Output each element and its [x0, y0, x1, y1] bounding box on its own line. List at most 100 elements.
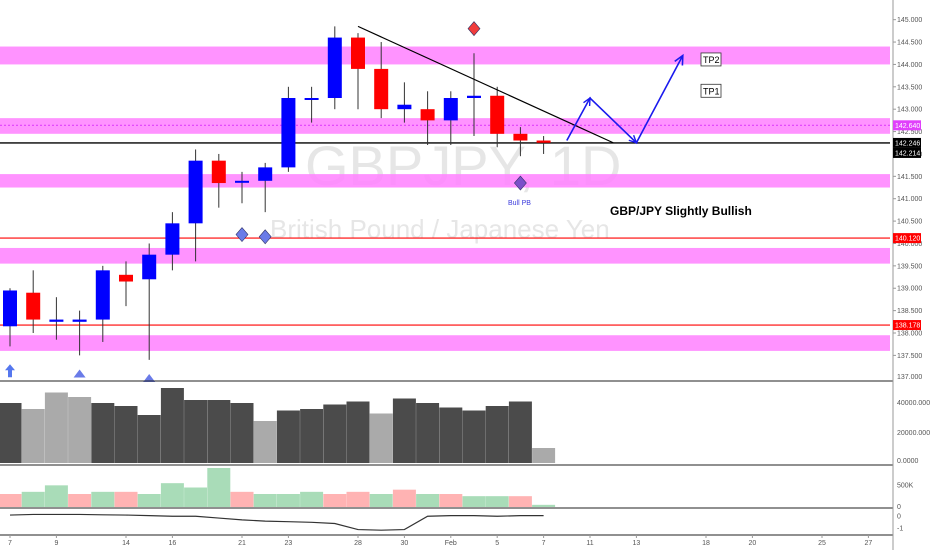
- histogram-bar-15: [346, 491, 370, 507]
- volume-bar-5: [114, 406, 138, 463]
- diamond-marker-0: [467, 21, 481, 37]
- volume-bar-6: [137, 415, 161, 463]
- price-tick-partial-0: 137.000: [897, 374, 922, 381]
- volume-bar-1: [21, 409, 45, 463]
- projection-group: [566, 53, 684, 145]
- candle-bodies: [3, 37, 551, 327]
- target-label-1: TP1: [703, 86, 720, 96]
- volume-bar-17: [392, 398, 416, 463]
- time-label-11: 11: [586, 540, 593, 547]
- histogram-bar-8: [184, 487, 208, 507]
- candle-body-11: [258, 167, 273, 181]
- time-label-16: 27: [865, 540, 873, 547]
- oscillator-tick-1: -1: [897, 525, 903, 532]
- price-tick-label-8: 141.500: [897, 174, 922, 181]
- histogram-bar-16: [369, 494, 393, 507]
- histogram-bar-6: [137, 494, 161, 507]
- candle-body-3: [72, 319, 87, 322]
- time-label-13: 18: [702, 540, 710, 547]
- pane-separators: [0, 0, 894, 550]
- trendline: [357, 25, 614, 144]
- price-tag-label-3: 140.120: [895, 236, 920, 243]
- histogram-bar-20: [462, 496, 486, 507]
- price-tick-label-4: 139.500: [897, 263, 922, 270]
- volume-tick-1: 20000.000: [897, 430, 930, 437]
- volume-bar-22: [508, 401, 532, 463]
- volume-bar-19: [439, 407, 463, 463]
- time-label-15: 25: [818, 540, 826, 547]
- projection-vertex-arrow-1: [583, 96, 591, 107]
- volume-tick-2: 0.0000: [897, 458, 919, 465]
- time-label-0: 7: [8, 540, 12, 547]
- projection-arrowhead: [674, 53, 684, 66]
- volume-bar-23: [532, 448, 556, 463]
- price-tick-label-14: 144.500: [897, 40, 922, 47]
- time-label-12: 13: [633, 540, 641, 547]
- candle-body-8: [188, 160, 203, 224]
- volume-bar-11: [253, 421, 277, 463]
- volume-bar-4: [91, 403, 115, 463]
- price-tag-label-4: 138.178: [895, 323, 920, 330]
- price-tag-label-0: 142.640: [895, 123, 920, 130]
- watermark: GBPJPY, 1D British Pound / Japanese Yen: [270, 134, 621, 244]
- zone-band-3: [0, 247, 890, 264]
- histogram-bar-19: [439, 494, 463, 507]
- candle-body-12: [281, 98, 296, 168]
- price-tag-bg-2: [893, 147, 921, 158]
- histogram-bar-10: [230, 491, 254, 507]
- price-tick-label-13: 144.000: [897, 62, 922, 69]
- target-label-0: TP2: [703, 55, 720, 65]
- histogram-bar-11: [253, 494, 277, 507]
- time-label-3: 16: [169, 540, 177, 547]
- candle-body-20: [467, 95, 481, 98]
- histogram-bar-7: [160, 483, 184, 507]
- time-label-6: 28: [354, 540, 362, 547]
- histogram-bar-13: [300, 491, 324, 507]
- oscillator-line: [9, 513, 544, 531]
- time-axis: 7 9 14 16 21 23 28 30 Feb 5 7 11 13 18 20 25 27: [8, 535, 872, 547]
- price-tag-bg-0: [893, 120, 921, 131]
- diamond-marker-2: [235, 227, 249, 242]
- volume-bar-2: [44, 392, 68, 463]
- histogram-bar-1: [21, 491, 45, 507]
- volume-bar-10: [230, 403, 254, 463]
- price-tick-label-11: 143.000: [897, 107, 922, 114]
- volume-bar-9: [207, 400, 231, 463]
- candle-body-6: [142, 254, 157, 280]
- target-box-1: [700, 83, 722, 98]
- price-tag-bg-4: [893, 320, 921, 331]
- triangle-marker-5: [73, 369, 86, 378]
- volume-bar-14: [323, 404, 347, 463]
- candle-body-7: [165, 223, 180, 255]
- price-tick-label-3: 139.000: [897, 286, 922, 293]
- price-axis: 137.500 138.000 138.500 139.000 139.500 140.0…: [893, 17, 922, 381]
- time-label-2: 14: [122, 540, 130, 547]
- watermark-description: British Pound / Japanese Yen: [270, 214, 610, 244]
- histogram-bar-2: [44, 485, 68, 507]
- histogram-bar-22: [508, 496, 532, 507]
- candle-body-14: [327, 37, 342, 98]
- price-tag-label-2: 142.214: [895, 150, 920, 157]
- histogram-bar-21: [485, 496, 509, 507]
- annotation-text: GBP/JPY Slightly Bullish: [610, 204, 752, 218]
- oscillator-pane: 0 -1: [9, 513, 903, 532]
- candle-body-19: [443, 98, 458, 121]
- histogram-bar-0: [0, 494, 22, 507]
- histogram-bar-9: [207, 468, 231, 507]
- candle-body-17: [397, 104, 412, 110]
- time-label-9: 5: [495, 540, 499, 547]
- volume-bar-12: [276, 410, 300, 463]
- horizontal-lines: [0, 124, 890, 326]
- volume-bar-21: [485, 406, 509, 463]
- price-tick-label-5: 140.000: [897, 241, 922, 248]
- candle-body-2: [49, 319, 64, 322]
- volume-bar-8: [184, 400, 208, 463]
- time-label-10: 7: [542, 540, 546, 547]
- histogram-pane: 500K 0: [0, 468, 914, 511]
- volume-bar-16: [369, 413, 393, 463]
- projection-vertex-arrow-2: [628, 135, 638, 144]
- candle-body-0: [3, 290, 17, 327]
- histogram-tick-0: 500K: [897, 482, 914, 489]
- price-tick-label-6: 140.500: [897, 219, 922, 226]
- candle-body-5: [119, 274, 133, 282]
